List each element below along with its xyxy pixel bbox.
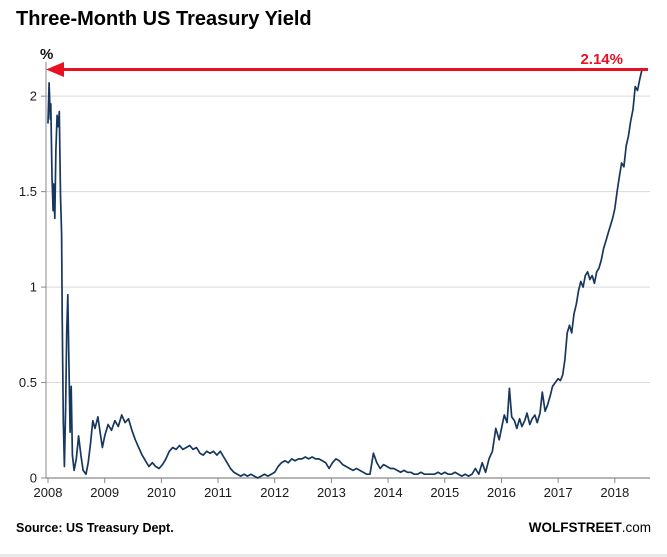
x-tick-label: 2010 [147, 485, 176, 500]
annotation-value-label: 2.14% [580, 51, 623, 68]
source-note: Source: US Treasury Dept. [16, 521, 174, 535]
x-tick-label: 2013 [317, 485, 346, 500]
yield-line [47, 68, 643, 479]
chart-title: Three-Month US Treasury Yield [16, 8, 312, 30]
brand-name: WOLFSTREET [528, 520, 622, 535]
gridlines: 0 0.5 1 1.5 2 [19, 89, 650, 486]
y-tick-label: 0.5 [19, 375, 37, 390]
brand-wordmark: WOLFSTREET.com [529, 520, 651, 535]
window-bottom-edge [0, 554, 667, 557]
x-tick-label: 2018 [600, 485, 629, 500]
brand-suffix: .com [621, 520, 651, 535]
y-tick-label: 2 [30, 89, 37, 104]
x-tick-label: 2014 [374, 485, 403, 500]
x-tick-label: 2015 [430, 485, 459, 500]
y-tick-label: 1 [30, 280, 37, 295]
x-tick-label: 2009 [90, 485, 119, 500]
axes: 2008 2009 2010 2011 2012 2013 2014 2015 2016 2017… [34, 62, 650, 500]
y-tick-label: 1.5 [19, 184, 37, 199]
x-tick-label: 2012 [260, 485, 289, 500]
annotation-arrow [46, 61, 648, 77]
annotation-arrowhead [46, 61, 64, 77]
y-axis-unit-label: % [40, 46, 54, 63]
x-tick-label: 2011 [204, 485, 232, 500]
x-tick-label: 2008 [34, 485, 63, 500]
x-tick-label: 2016 [487, 485, 516, 500]
y-tick-label: 0 [30, 471, 37, 486]
x-tick-label: 2017 [544, 485, 573, 500]
